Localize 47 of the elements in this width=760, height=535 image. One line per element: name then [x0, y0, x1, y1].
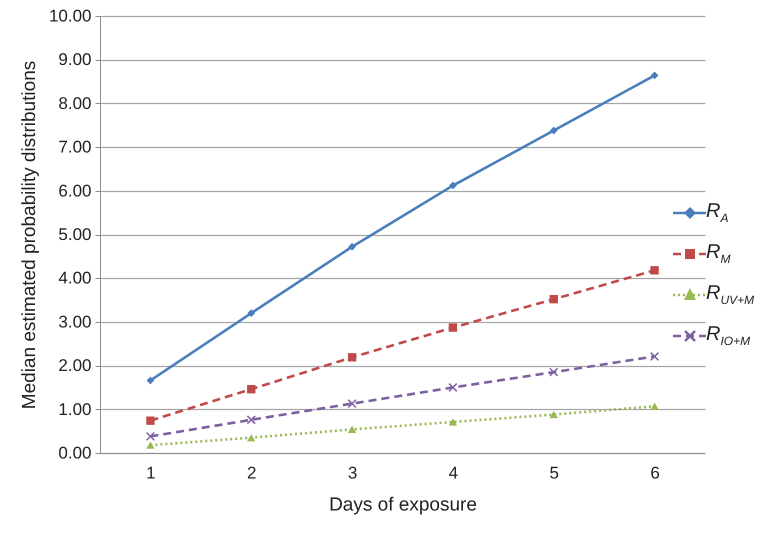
point — [650, 72, 658, 80]
point — [549, 368, 558, 377]
y-tick-label: 6.00 — [58, 181, 92, 200]
x-tick-label: 1 — [146, 464, 156, 482]
point — [247, 385, 256, 394]
point — [348, 353, 356, 362]
y-tick-label: 4.00 — [58, 268, 92, 288]
x-tick-label: 5 — [550, 464, 559, 482]
x-tick-label: 4 — [448, 464, 458, 482]
y-tick-label: 1.00 — [58, 400, 92, 419]
y-axis-title: Median estimated probability distributions — [18, 60, 40, 410]
y-tick-label: 7.00 — [58, 138, 92, 157]
point — [347, 398, 357, 408]
point — [650, 352, 660, 362]
point — [650, 402, 659, 410]
x-tick-label: 2 — [247, 464, 256, 482]
point — [146, 416, 155, 425]
y-tick-label: 3.00 — [58, 312, 92, 332]
point — [348, 242, 356, 251]
point — [650, 266, 659, 275]
legend-label: R$_{A}$ — [706, 200, 728, 225]
point — [146, 442, 155, 449]
y-tick-label: 8.00 — [58, 94, 92, 113]
point — [550, 126, 558, 134]
point — [348, 426, 356, 434]
point — [448, 323, 458, 332]
legend-label: R$_{UV+M}$ — [706, 282, 754, 307]
point — [550, 410, 558, 418]
y-tick-label: 0.00 — [58, 444, 92, 462]
point — [448, 382, 458, 392]
point — [550, 294, 558, 304]
point — [448, 418, 458, 426]
point — [246, 415, 256, 424]
y-tick-label: 2.00 — [58, 356, 92, 376]
y-tick-label: 9.00 — [58, 50, 92, 70]
point — [247, 309, 256, 318]
legend-label: R$_{IO+M}$ — [706, 323, 750, 348]
x-axis-title: Days of exposure — [329, 494, 477, 516]
point — [146, 432, 156, 442]
point — [449, 182, 457, 190]
legend-label: R$_{M}$ — [706, 241, 730, 266]
y-tick-label: 10.00 — [48, 6, 92, 26]
x-tick-label: 3 — [348, 464, 358, 482]
point — [146, 376, 154, 384]
x-tick-label: 6 — [650, 464, 660, 482]
point — [247, 434, 256, 442]
y-tick-label: 5.00 — [58, 225, 92, 244]
